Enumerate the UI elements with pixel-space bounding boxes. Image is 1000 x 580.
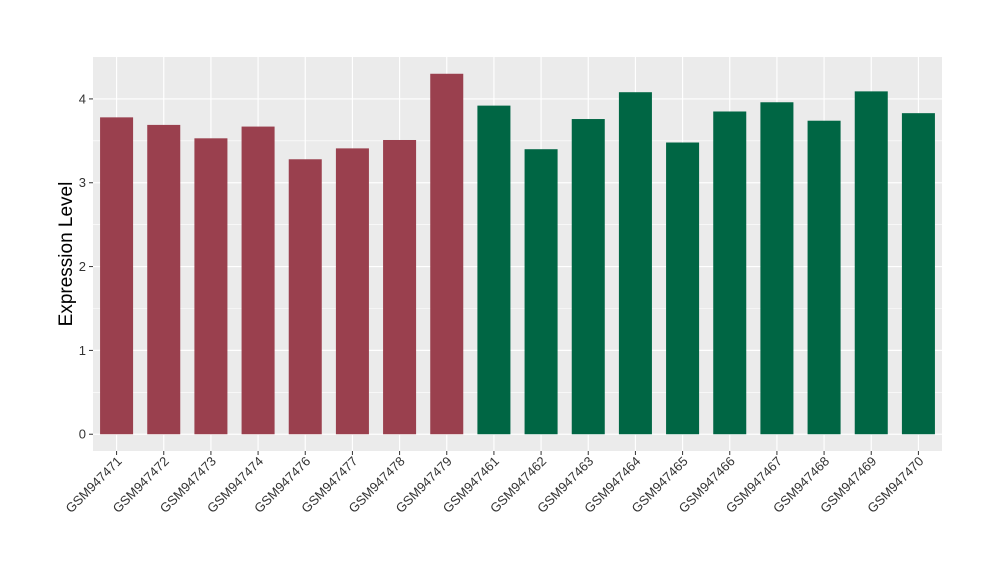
plot-panel [93, 57, 942, 451]
bar-GSM947470 [901, 113, 935, 435]
bar-GSM947473 [194, 138, 228, 435]
y-tick-label: 1 [79, 343, 86, 358]
bar-GSM947469 [854, 91, 888, 435]
y-tick-label: 0 [79, 427, 86, 442]
y-tick-label: 3 [79, 175, 86, 190]
bar-GSM947479 [430, 73, 464, 435]
grid-minor [93, 140, 942, 393]
bar-GSM947472 [147, 124, 181, 435]
bar-GSM947474 [241, 126, 275, 435]
bar-GSM947463 [571, 119, 605, 435]
bar-GSM947478 [383, 139, 417, 435]
y-axis-label: Expression Level [56, 182, 77, 327]
bar-GSM947464 [618, 92, 652, 435]
bar-GSM947465 [666, 142, 700, 435]
y-tick-label: 4 [79, 91, 86, 106]
bar-GSM947462 [524, 149, 558, 435]
bar-GSM947461 [477, 105, 511, 435]
y-axis: 0 1 2 3 4 [79, 91, 93, 442]
y-tick-label: 2 [79, 259, 86, 274]
bars [100, 73, 935, 435]
bar-GSM947471 [100, 117, 134, 435]
bar-GSM947477 [335, 148, 369, 435]
bar-GSM947467 [760, 102, 794, 435]
x-axis: GSM947471GSM947472GSM947473GSM947474GSM9… [62, 451, 927, 516]
bar-GSM947466 [713, 111, 747, 435]
bar-GSM947468 [807, 120, 841, 435]
bar-GSM947476 [288, 159, 322, 435]
